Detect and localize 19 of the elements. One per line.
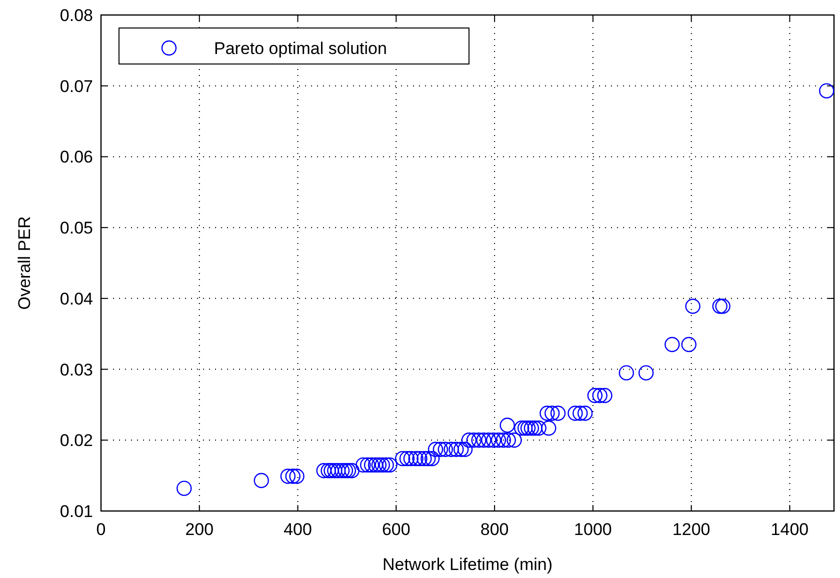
y-tick-label: 0.05 [60,218,93,238]
y-tick-label: 0.06 [60,148,93,167]
x-tick-label: 600 [382,520,410,539]
y-tick-label: 0.08 [60,6,93,25]
y-axis-title: Overall PER [15,216,34,310]
y-tick-label: 0.07 [60,76,93,96]
x-tick-label: 200 [185,520,214,539]
y-tick-label: 0.03 [60,360,93,380]
x-tick-label: 400 [284,520,312,539]
x-tick-label: 1400 [770,520,809,539]
y-tick-label: 0.04 [60,289,93,308]
legend-label: Pareto optimal solution [214,39,387,58]
y-tick-label: 0.01 [60,502,93,521]
y-tick-label: 0.02 [60,431,93,450]
x-axis-title: Network Lifetime (min) [382,555,553,574]
x-tick-label: 1200 [672,520,710,539]
x-tick-label: 0 [96,520,106,539]
x-tick-label: 800 [480,520,509,539]
x-tick-label: 1000 [574,520,612,539]
